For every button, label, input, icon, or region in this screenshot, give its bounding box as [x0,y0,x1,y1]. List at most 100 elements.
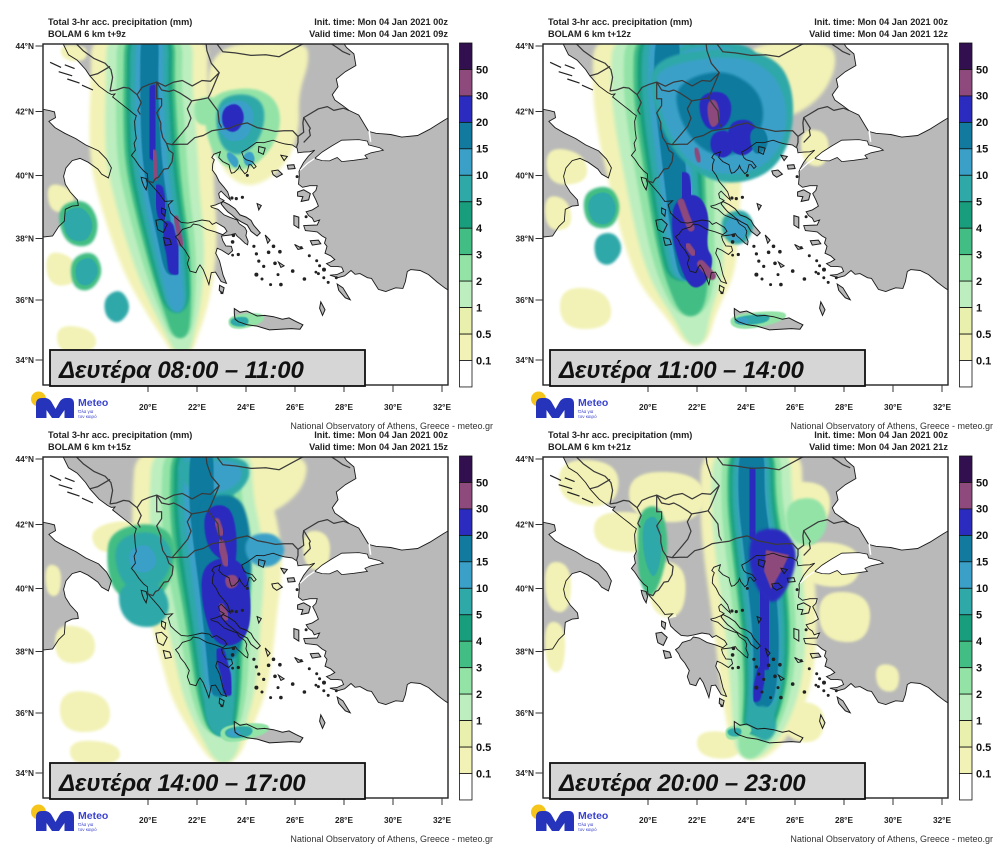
svg-text:38°N: 38°N [15,647,34,657]
svg-text:24°E: 24°E [737,815,756,825]
svg-text:34°N: 34°N [515,355,534,365]
svg-text:44°N: 44°N [15,41,34,51]
svg-text:0.5: 0.5 [976,742,991,754]
svg-text:1: 1 [976,302,982,314]
svg-text:10: 10 [976,583,988,595]
svg-text:30: 30 [476,91,488,103]
svg-text:22°E: 22°E [188,815,207,825]
svg-text:38°N: 38°N [515,234,534,244]
svg-text:0.1: 0.1 [476,768,491,780]
svg-text:2: 2 [476,276,482,288]
svg-text:15: 15 [476,557,488,569]
svg-text:22°E: 22°E [688,402,707,412]
svg-text:30°E: 30°E [884,402,903,412]
svg-text:3: 3 [976,663,982,675]
svg-text:24°E: 24°E [237,815,256,825]
svg-text:Όλα για: Όλα για [577,822,594,827]
svg-text:τον καιρό: τον καιρό [578,413,597,419]
svg-text:15: 15 [976,144,988,156]
svg-text:20°E: 20°E [139,815,158,825]
svg-text:42°N: 42°N [515,520,534,530]
svg-text:50: 50 [976,64,988,76]
svg-text:26°E: 26°E [786,815,805,825]
svg-text:Init. time: Mon 04 Jan 2021 00: Init. time: Mon 04 Jan 2021 00z [314,430,448,440]
svg-text:42°N: 42°N [515,107,534,117]
svg-text:38°N: 38°N [15,234,34,244]
svg-text:Valid time: Mon 04 Jan 2021 15: Valid time: Mon 04 Jan 2021 15z [309,442,448,452]
svg-text:32°E: 32°E [433,815,452,825]
svg-text:BOLAM 6 km t+9z: BOLAM 6 km t+9z [48,29,126,39]
svg-text:1: 1 [476,715,482,727]
svg-text:0.1: 0.1 [976,355,991,367]
svg-text:5: 5 [976,197,982,209]
svg-text:BOLAM 6 km t+12z: BOLAM 6 km t+12z [548,29,631,39]
svg-text:42°N: 42°N [15,107,34,117]
svg-text:20: 20 [476,530,488,542]
svg-text:0.1: 0.1 [476,355,491,367]
svg-text:τον καιρό: τον καιρό [78,413,97,419]
svg-text:τον καιρό: τον καιρό [78,826,97,832]
svg-text:Δευτέρα 14:00 – 17:00: Δευτέρα 14:00 – 17:00 [58,770,306,797]
svg-text:36°N: 36°N [15,708,34,718]
svg-text:10: 10 [976,170,988,182]
svg-text:τον καιρό: τον καιρό [578,826,597,832]
svg-text:Meteo: Meteo [78,810,108,822]
svg-text:50: 50 [976,477,988,489]
svg-text:5: 5 [476,197,482,209]
svg-text:34°N: 34°N [515,768,534,778]
svg-text:20°E: 20°E [139,402,158,412]
svg-text:0.5: 0.5 [476,742,491,754]
svg-text:28°E: 28°E [835,815,854,825]
svg-text:Total 3-hr acc. precipitation: Total 3-hr acc. precipitation (mm) [548,17,692,27]
svg-text:Valid time: Mon 04 Jan 2021 09: Valid time: Mon 04 Jan 2021 09z [309,29,448,39]
svg-text:Meteo: Meteo [578,397,608,409]
svg-text:32°E: 32°E [933,402,952,412]
svg-text:30: 30 [976,504,988,516]
svg-text:Meteo: Meteo [578,810,608,822]
svg-text:15: 15 [976,557,988,569]
svg-text:National Observatory of Athens: National Observatory of Athens, Greece -… [790,421,993,431]
svg-text:1: 1 [476,302,482,314]
svg-text:20°E: 20°E [639,402,658,412]
svg-text:4: 4 [976,636,983,648]
svg-text:Όλα για: Όλα για [577,409,594,414]
svg-text:0.1: 0.1 [976,768,991,780]
svg-text:Δευτέρα 08:00 – 11:00: Δευτέρα 08:00 – 11:00 [58,357,304,384]
svg-text:44°N: 44°N [15,454,34,464]
svg-text:BOLAM 6 km t+21z: BOLAM 6 km t+21z [548,442,631,452]
svg-text:Δευτέρα 11:00 – 14:00: Δευτέρα 11:00 – 14:00 [558,357,804,384]
svg-text:10: 10 [476,170,488,182]
svg-text:20: 20 [476,117,488,129]
svg-text:30°E: 30°E [384,815,403,825]
svg-text:0.5: 0.5 [476,329,491,341]
svg-text:2: 2 [976,276,982,288]
svg-text:22°E: 22°E [688,815,707,825]
svg-text:44°N: 44°N [515,454,534,464]
svg-text:40°N: 40°N [515,171,534,181]
svg-text:3: 3 [976,250,982,262]
svg-text:24°E: 24°E [737,402,756,412]
svg-text:30: 30 [976,91,988,103]
svg-text:42°N: 42°N [15,520,34,530]
svg-text:50: 50 [476,64,488,76]
svg-text:32°E: 32°E [933,815,952,825]
svg-text:5: 5 [976,610,982,622]
svg-text:40°N: 40°N [15,171,34,181]
svg-text:20°E: 20°E [639,815,658,825]
svg-text:28°E: 28°E [835,402,854,412]
svg-text:Init. time: Mon 04 Jan 2021 00: Init. time: Mon 04 Jan 2021 00z [814,17,948,27]
svg-text:20: 20 [976,530,988,542]
svg-text:50: 50 [476,477,488,489]
svg-text:15: 15 [476,144,488,156]
svg-text:Valid time: Mon 04 Jan 2021 21: Valid time: Mon 04 Jan 2021 21z [809,442,948,452]
svg-text:36°N: 36°N [515,295,534,305]
svg-text:38°N: 38°N [515,647,534,657]
svg-text:Όλα για: Όλα για [77,409,94,414]
svg-text:2: 2 [476,689,482,701]
svg-text:Όλα για: Όλα για [77,822,94,827]
svg-text:30: 30 [476,504,488,516]
svg-text:28°E: 28°E [335,402,354,412]
svg-text:4: 4 [976,223,983,235]
svg-text:National Observatory of Athens: National Observatory of Athens, Greece -… [790,834,993,844]
svg-text:30°E: 30°E [884,815,903,825]
